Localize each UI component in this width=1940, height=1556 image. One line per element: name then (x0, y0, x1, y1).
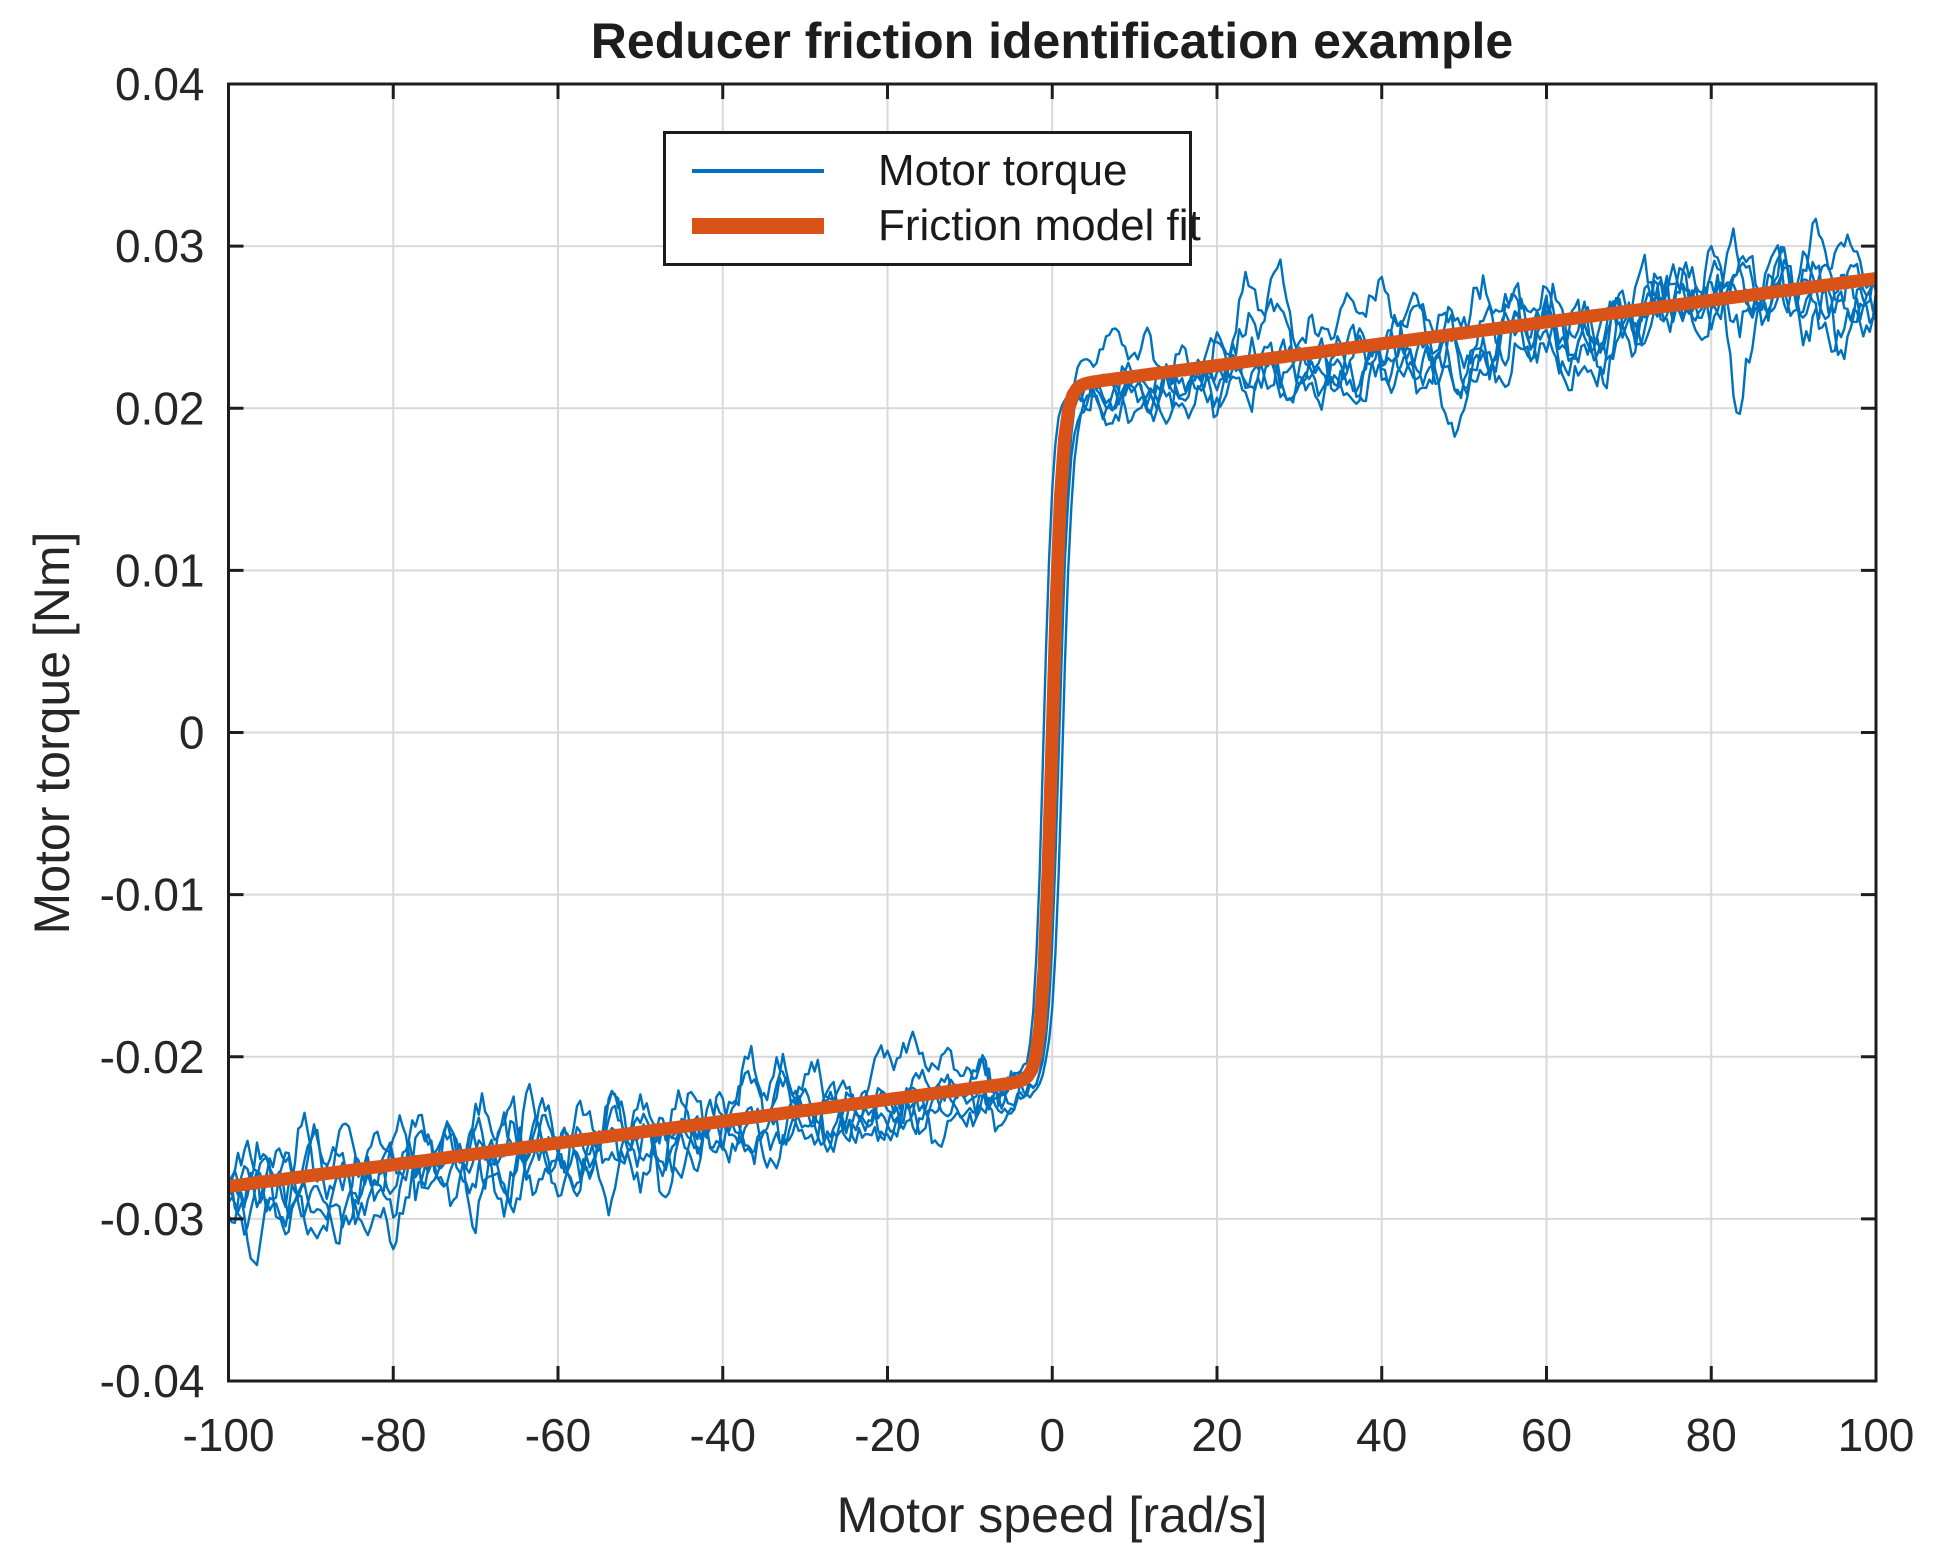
y-tick-label: 0 (179, 707, 205, 759)
y-tick-label: -0.01 (100, 869, 205, 921)
x-tick-label: -20 (854, 1409, 920, 1461)
y-tick-label: 0.03 (115, 220, 205, 272)
y-tick-label: 0.01 (115, 544, 205, 596)
legend-box: Motor torque Friction model fit (663, 131, 1201, 266)
motor-torque-line (228, 227, 1876, 1267)
y-tick-label: 0.04 (115, 58, 205, 110)
y-tick-label: -0.04 (100, 1355, 205, 1407)
x-tick-labels: -100 -80 -60 -40 -20 0 20 40 60 80 100 (182, 1409, 1914, 1461)
y-tick-labels: -0.04 -0.03 -0.02 -0.01 0 0.01 0.02 0.03 0.04 (100, 58, 205, 1407)
x-tick-label: -100 (182, 1409, 274, 1461)
axis-ticks (227, 82, 1878, 1383)
chart-title: Reducer friction identification example (590, 13, 1514, 69)
y-tick-label: 0.02 (115, 382, 205, 434)
x-tick-label: 100 (1838, 1409, 1915, 1461)
x-tick-label: -60 (525, 1409, 591, 1461)
x-tick-label: 80 (1686, 1409, 1737, 1461)
y-tick-label: -0.03 (100, 1193, 205, 1245)
motor-torque-line-swatch (692, 169, 824, 174)
x-tick-label: 0 (1039, 1409, 1065, 1461)
friction-model-fit-line-swatch (692, 217, 824, 234)
x-tick-label: 40 (1356, 1409, 1407, 1461)
legend-entry-friction-model-fit: Friction model fit (692, 200, 1201, 252)
x-tick-label: 20 (1191, 1409, 1242, 1461)
legend-label-friction-model-fit: Friction model fit (878, 200, 1201, 250)
y-tick-label: -0.02 (100, 1031, 205, 1083)
x-tick-label: -40 (690, 1409, 756, 1461)
x-tick-label: 60 (1521, 1409, 1572, 1461)
legend-label-motor-torque: Motor torque (878, 146, 1128, 196)
x-tick-label: -80 (360, 1409, 426, 1461)
y-axis-label: Motor torque [Nm] (24, 531, 80, 935)
legend-entry-motor-torque: Motor torque (692, 145, 1179, 197)
x-axis-label: Motor speed [rad/s] (836, 1487, 1268, 1543)
motor-torque-line (228, 244, 1876, 1236)
friction-model-fit-line (228, 272, 1876, 1193)
